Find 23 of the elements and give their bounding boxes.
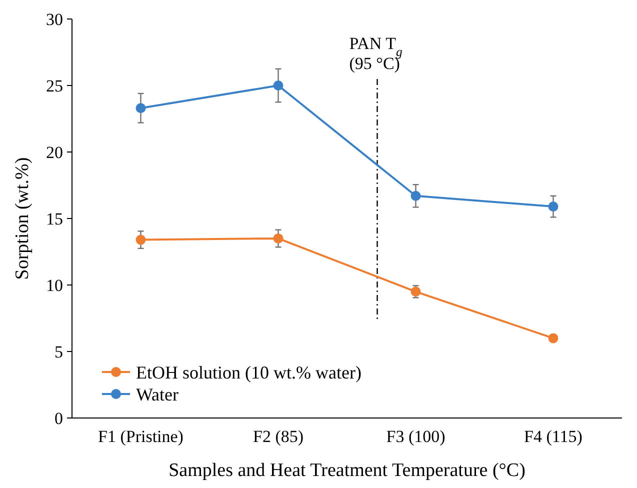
y-tick-label: 20 <box>46 142 63 162</box>
x-tick-label: F2 (85) <box>252 427 304 446</box>
legend-label: EtOH solution (10 wt.% water) <box>136 362 362 382</box>
y-tick-label: 30 <box>46 10 63 29</box>
x-axis-title: Samples and Heat Treatment Temperature (°C) <box>168 460 526 481</box>
point <box>136 234 146 245</box>
y-tick-label: 5 <box>54 342 63 362</box>
x-tick-label: F1 (Pristine) <box>98 427 184 446</box>
legend-label: Water <box>136 384 179 404</box>
point <box>548 202 558 212</box>
annotation: PAN T$_{g}$ (95 °C) <box>349 34 402 73</box>
point <box>273 233 284 244</box>
y-tick-label: 0 <box>54 408 63 428</box>
x-tick-label: F4 (115) <box>524 427 582 446</box>
y-tick-label: 10 <box>46 276 63 295</box>
y-axis-title: Sorption (wt.%) <box>12 157 33 280</box>
point <box>136 103 146 114</box>
point <box>548 333 558 344</box>
y-tick-label: 25 <box>46 76 63 96</box>
y-tick-label: 15 <box>46 209 63 228</box>
point <box>410 190 421 201</box>
point <box>273 80 284 90</box>
x-tick-label: F3 (100) <box>386 427 446 446</box>
